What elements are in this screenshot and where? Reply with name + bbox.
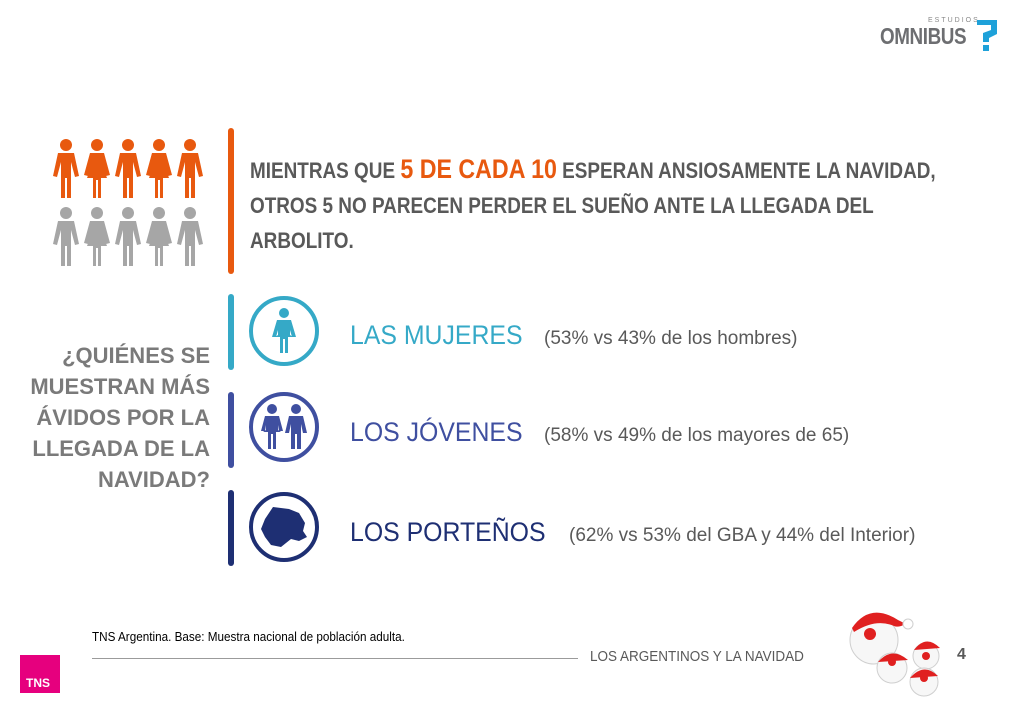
portenos-circle [249, 492, 319, 562]
footer-rule [92, 658, 578, 659]
young-circle [249, 392, 319, 462]
omnibus-logo: ESTUDIOS OMNIBUS [880, 14, 1005, 58]
row-young: LOS JÓVENES (58% vs 49% de los mayores d… [350, 417, 849, 448]
row-women-title: LAS MUJERES [350, 320, 523, 350]
person-icon-gray [146, 207, 172, 266]
tns-logo: TNS [20, 655, 60, 693]
person-icon-gray [84, 207, 110, 266]
santa-faces-illustration [849, 612, 940, 697]
santa-face-right [912, 641, 940, 670]
headline-accent-bar [228, 128, 234, 274]
person-icon-gray [177, 207, 203, 266]
person-icon-gray [115, 207, 141, 266]
people-pictogram [53, 139, 203, 266]
footnote: TNS Argentina. Base: Muestra nacional de… [92, 629, 405, 644]
person-icon-highlighted [53, 139, 79, 198]
couple-icon [261, 404, 307, 449]
person-icon-highlighted [146, 139, 172, 198]
women-circle [249, 296, 319, 366]
santa-face-bottom [909, 667, 939, 697]
row-portenos-detail: (62% vs 53% del GBA y 44% del Interior) [569, 525, 916, 546]
logo-omnibus-text: OMNIBUS [880, 23, 967, 49]
row-portenos: LOS PORTEÑOS (62% vs 53% del GBA y 44% d… [350, 517, 915, 548]
tns-logo-text: TNS [26, 676, 50, 690]
row-young-title: LOS JÓVENES [350, 417, 523, 447]
santa-face-large [849, 612, 914, 665]
headline: MIENTRAS QUE 5 DE CADA 10 ESPERAN ANSIOS… [250, 152, 938, 258]
woman-icon [272, 308, 296, 353]
buenos-aires-map-icon [261, 507, 307, 547]
footer-title: LOS ARGENTINOS Y LA NAVIDAD [590, 648, 804, 665]
person-icon-gray [53, 207, 79, 266]
row-women: LAS MUJERES (53% vs 43% de los hombres) [350, 320, 797, 351]
person-icon-highlighted [177, 139, 203, 198]
row-accent-bar-young [228, 392, 234, 468]
logo-estudios-text: ESTUDIOS [928, 17, 980, 24]
row-accent-bar-women [228, 294, 234, 370]
row-women-detail: (53% vs 43% de los hombres) [544, 328, 798, 349]
headline-post: ESPERAN ANSIOSAMENTE LA NAVIDAD, OTROS 5… [250, 158, 936, 253]
person-icon-highlighted [115, 139, 141, 198]
headline-pre: MIENTRAS QUE [250, 158, 401, 183]
question-mark-icon [977, 20, 997, 51]
santa-face-middle [876, 652, 908, 684]
row-portenos-title: LOS PORTEÑOS [350, 517, 546, 547]
person-icon-highlighted [84, 139, 110, 198]
headline-highlight: 5 DE CADA 10 [400, 154, 557, 184]
row-accent-bar-portenos [228, 490, 234, 566]
page-number: 4 [957, 646, 966, 663]
row-young-detail: (58% vs 49% de los mayores de 65) [544, 425, 850, 446]
question-text: ¿QUIÉNES SE MUESTRAN MÁS ÁVIDOS POR LA L… [30, 343, 210, 492]
